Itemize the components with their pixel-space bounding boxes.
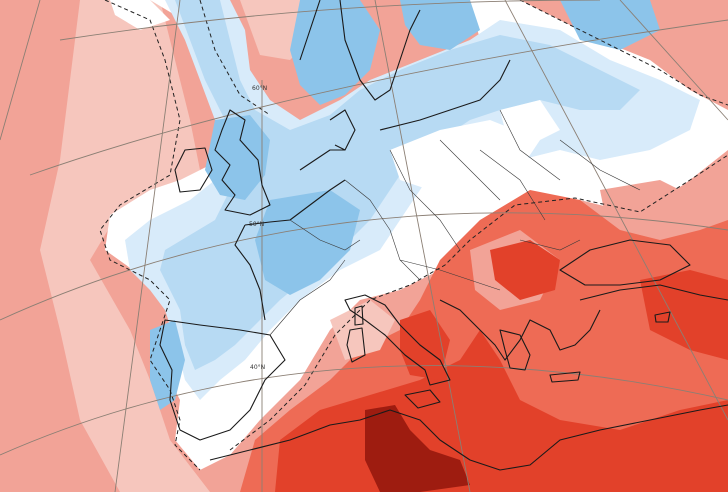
coastline-italy xyxy=(344,294,451,386)
latitude-label-60: 60°N xyxy=(252,85,267,92)
zero-contour-north xyxy=(199,0,271,116)
meridian-line-4 xyxy=(374,0,471,492)
zero-contour-west xyxy=(99,0,201,471)
warm-intense-balkans xyxy=(490,240,560,300)
coastline-low-countries xyxy=(299,149,345,171)
meridian-line-1 xyxy=(0,0,41,141)
latitude-line-50 xyxy=(0,212,728,321)
latitude-line-60 xyxy=(29,19,728,176)
neutral-band-north xyxy=(110,0,170,30)
coastline-north-africa xyxy=(209,404,728,471)
warm-extreme-africa xyxy=(365,405,470,492)
coastline-corsica xyxy=(354,305,364,326)
coastline-balkans xyxy=(439,299,601,361)
coastline-sardinia xyxy=(346,327,366,363)
warm-light-band-atlantic xyxy=(40,0,210,492)
coastline-crete xyxy=(549,371,581,383)
meridian-line-5 xyxy=(504,0,728,421)
latitude-line-70 xyxy=(59,0,601,41)
neutral-patch-poland xyxy=(500,100,560,145)
coastline-turkey xyxy=(579,284,728,301)
country-borders xyxy=(269,109,641,336)
latitude-label-40: 40°N xyxy=(250,364,265,371)
neutral-patch-central-europe xyxy=(390,120,540,190)
cool-strong-britain xyxy=(205,115,270,200)
latitude-line-40 xyxy=(0,365,728,456)
cool-strong-iberia-west xyxy=(150,320,185,410)
cool-strong-north-east xyxy=(560,0,660,50)
zero-contour-south xyxy=(229,154,728,451)
coastline-scandinavia xyxy=(299,0,421,101)
coastline-britain xyxy=(214,109,271,216)
coastline-greece xyxy=(499,329,531,371)
coastline-denmark-baltic xyxy=(329,59,511,151)
cool-strong-scandinavia xyxy=(290,0,380,105)
warm-intense-east xyxy=(640,270,728,360)
coastline-black-sea xyxy=(559,239,691,286)
meridian-line-6 xyxy=(619,0,728,121)
cool-strong-france xyxy=(255,190,360,295)
coastline-sicily xyxy=(404,389,441,409)
cool-strong-baltic xyxy=(400,0,480,50)
zero-contour-east xyxy=(519,0,728,106)
warm-medium-patch-east xyxy=(600,180,700,235)
meridian-line-2 xyxy=(114,0,181,492)
coastline-cyprus xyxy=(654,311,671,323)
coastline-ireland xyxy=(174,147,213,193)
coastline-france-north xyxy=(244,179,346,226)
coastline-france-west xyxy=(234,224,266,321)
warm-intense-italy xyxy=(400,310,450,380)
latitude-label-50: 50°N xyxy=(249,221,264,228)
coastline-iberia xyxy=(159,319,286,441)
